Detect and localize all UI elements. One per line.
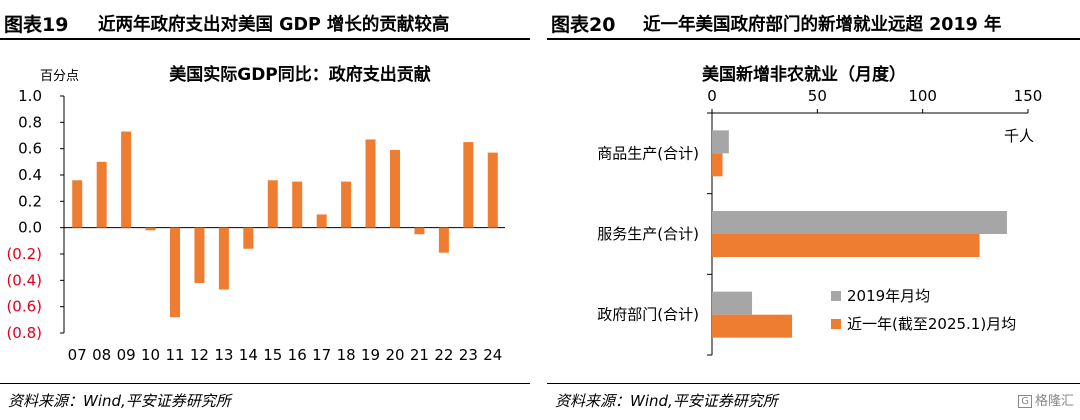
- x-tick-label: 12: [190, 346, 209, 364]
- watermark-text: 格隆汇: [1034, 394, 1074, 409]
- legend-swatch: [831, 319, 841, 329]
- x-tick-label: 19: [361, 346, 380, 364]
- figure-19-title: 近两年政府支出对美国 GDP 增长的贡献较高: [98, 15, 450, 35]
- y-tick-label: 0.4: [18, 166, 42, 184]
- y-tick-label: (0.2): [6, 245, 42, 263]
- x-tick-label: 50: [808, 87, 827, 105]
- y-tick-label: (0.6): [6, 298, 42, 316]
- bar-12: [194, 227, 205, 283]
- bar-22: [438, 227, 449, 253]
- bar-series-2019-1: [712, 211, 1007, 234]
- legend-label: 2019年月均: [847, 287, 930, 305]
- x-tick-label: 22: [434, 346, 453, 364]
- bar-15: [267, 180, 278, 228]
- bar-08: [96, 161, 107, 228]
- bar-series-2019-2: [712, 291, 753, 315]
- y-category-label: 服务生产(合计): [597, 225, 699, 243]
- bar-19: [365, 139, 376, 228]
- y-tick-label: 0.2: [18, 192, 42, 210]
- x-tick-label: 07: [68, 346, 87, 364]
- bar-14: [243, 227, 254, 249]
- figure-19-number: 图表19: [4, 14, 69, 36]
- figure-20-footer: 资料来源：Wind,平安证券研究所: [547, 383, 1080, 414]
- bar-10: [145, 227, 156, 231]
- figure-19-source: 资料来源：Wind,平安证券研究所: [8, 392, 231, 410]
- y-category-label: 商品生产(合计): [597, 144, 699, 162]
- x-tick-label: 09: [117, 346, 136, 364]
- bar-11: [170, 227, 180, 318]
- x-tick-label: 18: [337, 346, 356, 364]
- legend-label: 近一年(截至2025.1)月均: [847, 315, 1016, 333]
- bar-series-recent-1: [712, 234, 980, 257]
- x-tick-label: 11: [165, 346, 184, 364]
- y-tick-label: (0.8): [6, 324, 42, 342]
- x-tick-label: 150: [1014, 87, 1043, 105]
- x-tick-label: 20: [385, 346, 404, 364]
- bar-24: [487, 152, 498, 228]
- x-tick-label: 21: [410, 346, 429, 364]
- bar-series-recent-0: [712, 153, 723, 177]
- bar-23: [463, 142, 474, 228]
- watermark-logo-icon: G: [1018, 395, 1032, 408]
- figure-20-title: 近一年美国政府部门的新增就业远超 2019 年: [643, 15, 1002, 35]
- figure-20-source: 资料来源：Wind,平安证券研究所: [555, 392, 778, 410]
- bar-series-recent-2: [712, 314, 793, 338]
- x-tick-label: 0: [707, 87, 717, 105]
- gdp-contribution-chart: 美国实际GDP同比：政府支出贡献 百分点 1.0 0.8 0.6 0.4 0.2 0.0 (0.…: [6, 64, 505, 364]
- figure-19-panel: 图表19 近两年政府支出对美国 GDP 增长的贡献较高 美国实际GDP同比：政府…: [0, 0, 530, 420]
- watermark: G 格隆汇: [1018, 390, 1074, 409]
- figure-20-number: 图表20: [551, 14, 616, 36]
- x-tick-label: 15: [263, 346, 282, 364]
- x-tick-label: 08: [92, 346, 111, 364]
- y-axis-unit-label: 百分点: [40, 69, 79, 84]
- legend-swatch: [831, 291, 841, 301]
- y-tick-label: (0.4): [6, 271, 42, 289]
- bar-13: [218, 227, 229, 290]
- figure-19-footer: 资料来源：Wind,平安证券研究所: [0, 383, 530, 414]
- x-tick-label: 24: [483, 346, 502, 364]
- y-tick-label: 0.0: [18, 219, 42, 237]
- figure-19-header: 图表19 近两年政府支出对美国 GDP 增长的贡献较高: [0, 4, 530, 40]
- y-tick-label: 1.0: [18, 87, 42, 105]
- figure-20-header: 图表20 近一年美国政府部门的新增就业远超 2019 年: [547, 4, 1080, 40]
- bar-16: [292, 181, 303, 228]
- chart-title: 美国实际GDP同比：政府支出贡献: [169, 64, 431, 85]
- bar-18: [341, 181, 352, 228]
- x-tick-label: 17: [312, 346, 331, 364]
- x-tick-label: 13: [214, 346, 233, 364]
- chart-title: 美国新增非农就业（月度）: [702, 64, 906, 85]
- bar-17: [316, 214, 327, 228]
- x-tick-label: 16: [288, 346, 307, 364]
- y-tick-label: 0.6: [18, 140, 42, 158]
- bar-21: [414, 227, 425, 235]
- bar-07: [72, 180, 83, 228]
- x-tick-label: 23: [459, 346, 478, 364]
- x-tick-label: 100: [908, 87, 937, 105]
- x-axis-unit-label: 千人: [1004, 127, 1034, 145]
- figure-20-panel: 图表20 近一年美国政府部门的新增就业远超 2019 年 美国新增非农就业（月度…: [547, 0, 1080, 420]
- bar-20: [390, 149, 400, 228]
- x-tick-label: 10: [141, 346, 160, 364]
- bar-series-2019-0: [712, 130, 729, 154]
- y-category-label: 政府部门(合计): [597, 306, 699, 324]
- x-tick-label: 14: [239, 346, 258, 364]
- bar-09: [121, 131, 132, 228]
- y-tick-label: 0.8: [18, 113, 42, 131]
